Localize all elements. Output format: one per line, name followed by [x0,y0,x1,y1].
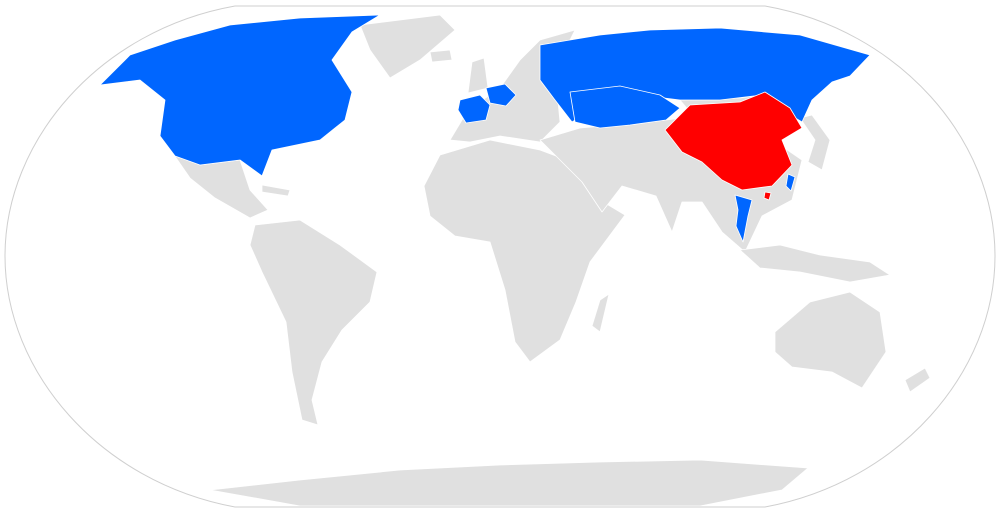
kazakhstan[interactable] [569,85,681,129]
indonesia-philippines[interactable] [739,244,891,283]
japan-korea[interactable] [799,114,831,171]
greenland[interactable] [359,14,456,79]
taiwan[interactable] [785,173,796,192]
south-america[interactable] [249,219,378,426]
madagascar[interactable] [591,293,610,333]
australia[interactable] [774,291,887,389]
antarctica[interactable] [209,459,809,507]
new-zealand[interactable] [904,367,931,393]
thailand[interactable] [734,194,753,243]
iceland[interactable] [429,49,453,63]
germany[interactable] [485,83,517,107]
china[interactable] [664,91,803,191]
caribbean[interactable] [261,184,291,197]
canada-usa[interactable] [99,14,381,177]
france[interactable] [457,94,491,124]
hainan[interactable] [763,191,772,201]
